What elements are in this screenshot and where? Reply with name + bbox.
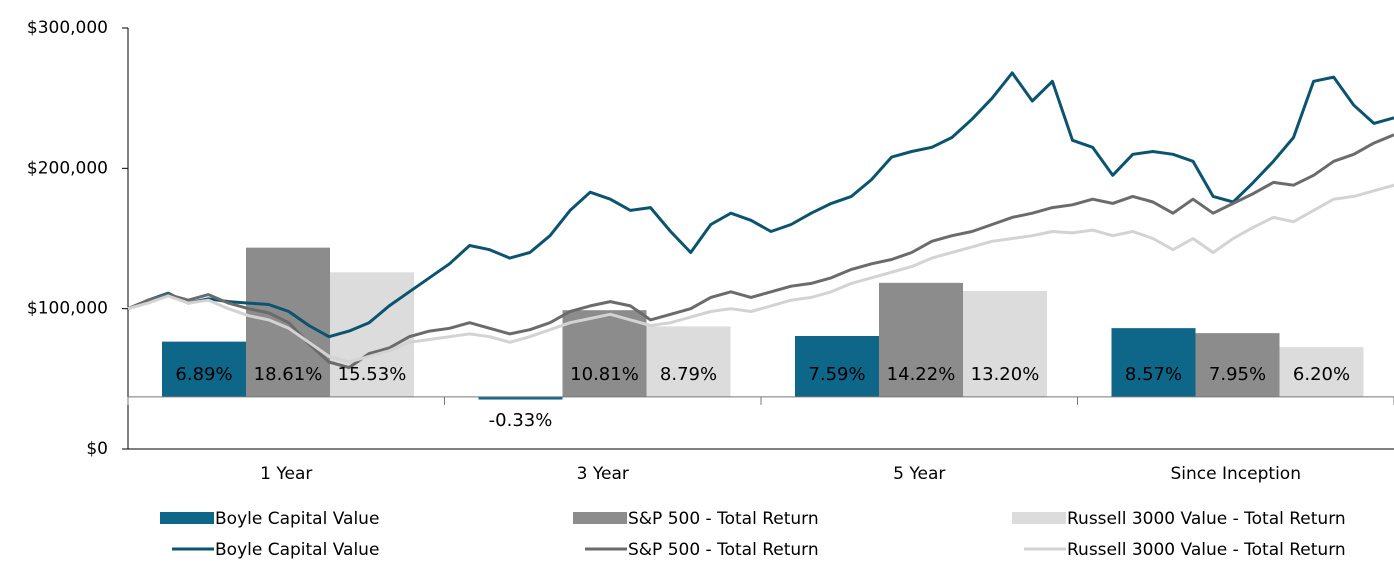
value-label: 8.57%	[1125, 364, 1182, 385]
legend-label: S&P 500 - Total Return	[628, 540, 819, 560]
legend-label: S&P 500 - Total Return	[628, 509, 819, 529]
value-label: 10.81%	[570, 364, 639, 385]
bar	[1279, 347, 1364, 397]
value-label: 6.20%	[1293, 364, 1350, 385]
bar	[1111, 328, 1196, 397]
y-tick-label: $200,000	[27, 158, 108, 178]
x-tick-label: 5 Year	[893, 464, 945, 484]
line-series	[127, 71, 1394, 339]
value-label: 7.59%	[808, 364, 865, 385]
x-tick-label: 3 Year	[577, 464, 629, 484]
bar	[963, 291, 1047, 397]
legend-label: Russell 3000 Value - Total Return	[1067, 540, 1346, 560]
line-series	[127, 133, 1394, 370]
line-series	[127, 183, 1394, 364]
legend-label: Russell 3000 Value - Total Return	[1067, 509, 1346, 529]
legend-swatch	[1012, 512, 1066, 524]
bar	[330, 272, 414, 397]
value-label: 6.89%	[175, 364, 232, 385]
value-label: 13.20%	[971, 364, 1040, 385]
bar	[478, 396, 563, 400]
bar	[646, 326, 731, 397]
value-label: 14.22%	[887, 364, 956, 385]
bar	[879, 282, 963, 397]
value-label: 15.53%	[338, 364, 407, 385]
bar	[1195, 333, 1280, 397]
value-label: -0.33%	[489, 410, 553, 431]
bar	[795, 336, 879, 397]
legend-swatch	[573, 512, 627, 524]
legend-swatch	[160, 512, 214, 524]
x-tick-label: 1 Year	[260, 464, 312, 484]
bar	[562, 310, 647, 397]
value-label: 7.95%	[1209, 364, 1266, 385]
x-tick-label: Since Inception	[1171, 464, 1301, 484]
legend-label: Boyle Capital Value	[215, 540, 379, 560]
y-tick-label: $100,000	[27, 299, 108, 319]
value-label: 18.61%	[254, 364, 323, 385]
y-tick-label: $0	[86, 439, 108, 459]
bar	[162, 341, 246, 397]
y-tick-label: $300,000	[27, 18, 108, 38]
legend-label: Boyle Capital Value	[215, 509, 379, 529]
value-label: 8.79%	[660, 364, 717, 385]
